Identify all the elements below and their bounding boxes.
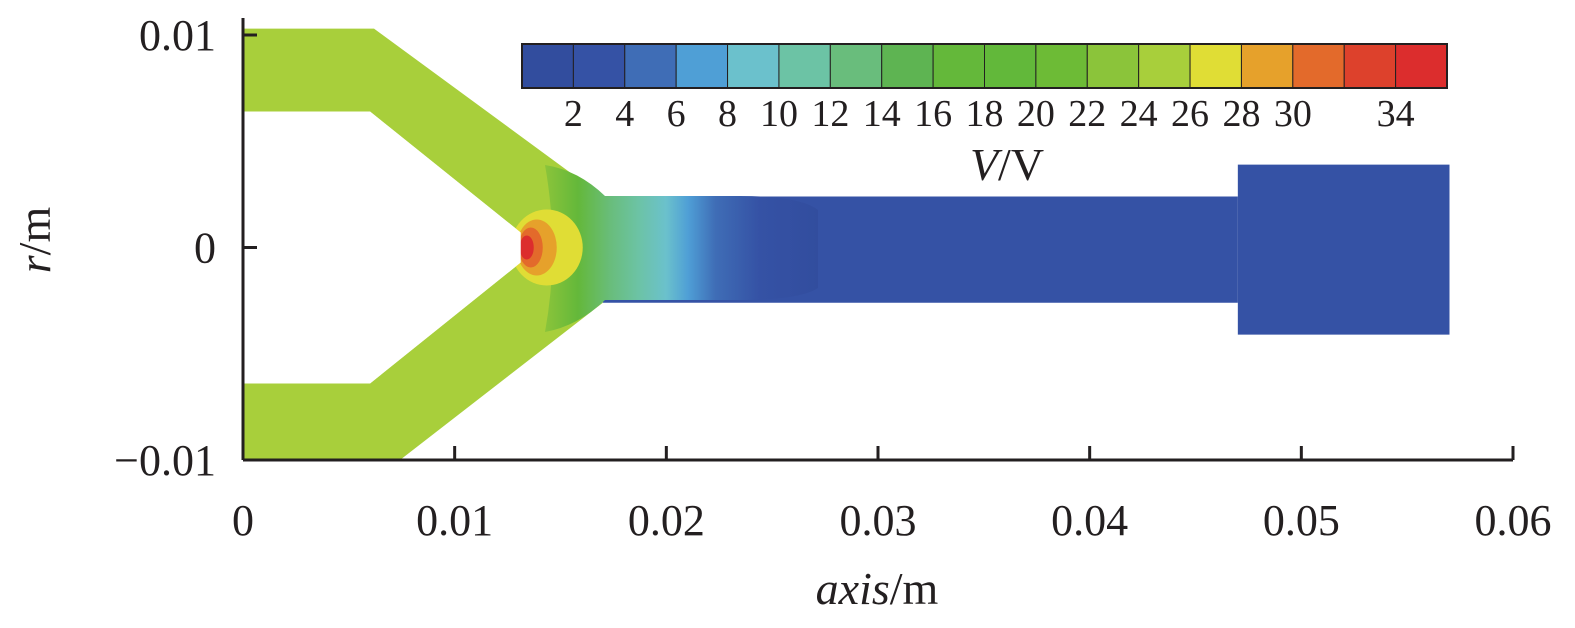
- colorbar-tick-label-12: 26: [1171, 93, 1209, 135]
- colorbar-tick-label-5: 12: [811, 93, 849, 135]
- y-axis-label: r/m: [9, 207, 60, 274]
- colorbar-tick-label-2: 6: [667, 93, 686, 135]
- colorbar-swatch-9: [984, 43, 1037, 89]
- x-tick-label-6: 0.06: [1475, 496, 1552, 545]
- colorbar-tick-label-1: 4: [615, 93, 634, 135]
- colorbar-swatch-16: [1343, 43, 1397, 89]
- x-tick-label-1: 0.01: [416, 496, 493, 545]
- x-tick-label-0: 0: [232, 496, 254, 545]
- colorbar-tick-label-11: 24: [1120, 93, 1158, 135]
- outlet-region: [1237, 164, 1450, 335]
- y-tick-label-0: −0.01: [114, 436, 216, 485]
- colorbar-tick-label-4: 10: [760, 93, 798, 135]
- colorbar-tick-label-10: 22: [1068, 93, 1106, 135]
- colorbar-swatch-10: [1035, 43, 1088, 89]
- inner-cavity: [243, 111, 521, 384]
- colorbar-tick-label-6: 14: [863, 93, 901, 135]
- colorbar-swatch-15: [1292, 43, 1345, 89]
- colorbar-swatch-1: [572, 43, 626, 89]
- x-tick-label-3: 0.03: [840, 496, 917, 545]
- colorbar-swatch-11: [1086, 43, 1140, 89]
- colorbar-tick-label-0: 2: [564, 93, 583, 135]
- colorbar-tick-label-7: 16: [914, 93, 952, 135]
- colorbar-swatch-14: [1240, 43, 1294, 89]
- colorbar-swatch-7: [881, 43, 934, 89]
- colorbar-swatch-5: [778, 43, 831, 89]
- x-axis-label: axis/m: [816, 563, 939, 614]
- colorbar-tick-label-9: 20: [1017, 93, 1055, 135]
- x-tick-label-4: 0.04: [1051, 496, 1128, 545]
- colorbar: 2 4 6 8 10 12 14 16 18 20 22 24 26 28 30 34: [521, 43, 1448, 135]
- colorbar-tick-label-8: 18: [966, 93, 1004, 135]
- transition-contours: [545, 165, 818, 332]
- apex-contour-34: [519, 235, 534, 260]
- colorbar-swatch-0: [521, 43, 574, 89]
- colorbar-swatch-8: [932, 43, 985, 89]
- y-tick-label-2: 0.01: [139, 11, 216, 60]
- x-tick-label-2: 0.02: [628, 496, 705, 545]
- potential-field: [243, 28, 1450, 460]
- y-tick-label-1: 0: [194, 224, 216, 273]
- colorbar-swatch-13: [1189, 43, 1242, 89]
- x-tick-label-5: 0.05: [1263, 496, 1340, 545]
- colorbar-tick-label-3: 8: [718, 93, 737, 135]
- colorbar-label: V/V: [970, 139, 1044, 190]
- colorbar-tick-label-15: 34: [1377, 93, 1415, 135]
- colorbar-swatch-4: [727, 43, 780, 89]
- colorbar-swatch-6: [829, 43, 883, 89]
- colorbar-swatch-2: [624, 43, 677, 89]
- colorbar-tick-label-13: 28: [1222, 93, 1260, 135]
- colorbar-swatch-3: [675, 43, 729, 89]
- inlet-region: [243, 28, 603, 460]
- axes: 0 0.01 0.02 0.03 0.04 0.05 0.06 −0.01 0 0.01: [114, 11, 1551, 545]
- colorbar-tick-label-14: 30: [1274, 93, 1312, 135]
- colorbar-frame: [521, 43, 1448, 89]
- colorbar-swatch-17: [1395, 43, 1448, 89]
- colorbar-swatch-12: [1138, 43, 1191, 89]
